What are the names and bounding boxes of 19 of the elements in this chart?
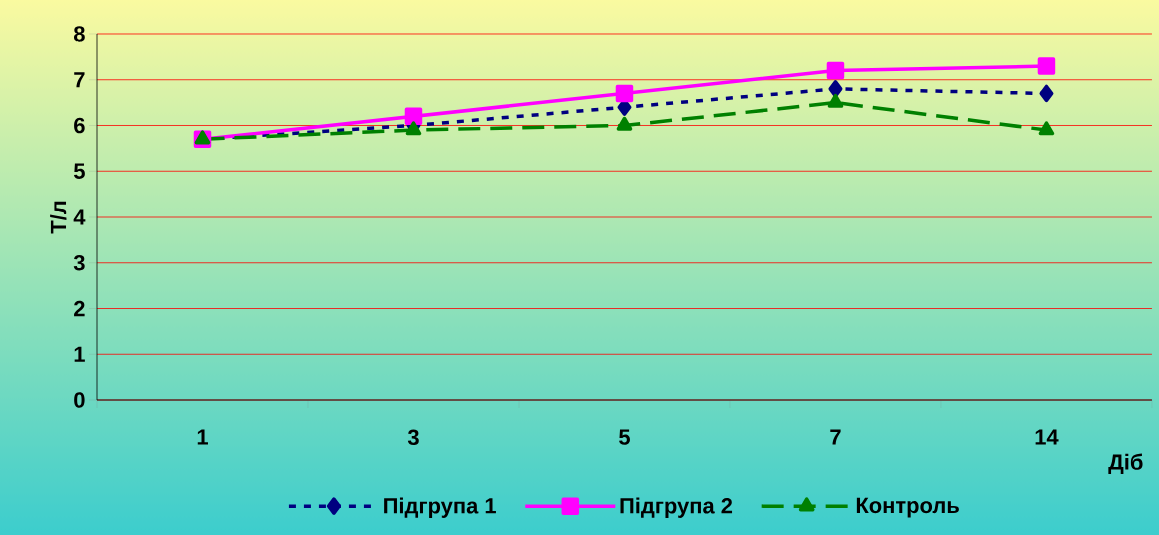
y-tick-label: 5 xyxy=(73,163,85,179)
y-tick-label: 0 xyxy=(74,392,85,408)
y-tick-label: 7 xyxy=(74,72,85,88)
legend-label: Контроль xyxy=(856,497,959,518)
x-tick-label: 1 xyxy=(197,429,208,445)
y-tick-label: 6 xyxy=(74,117,85,134)
x-tick-label: 14 xyxy=(1035,429,1059,445)
x-axis-title: Діб xyxy=(1108,453,1143,474)
y-tick-label: 8 xyxy=(73,26,85,42)
x-tick-label: 5 xyxy=(619,429,630,445)
legend-label: Підгрупа 1 xyxy=(384,497,496,518)
y-tick-label: 2 xyxy=(74,300,85,317)
y-axis-title: Т/л xyxy=(50,201,67,234)
x-tick-label: 7 xyxy=(830,429,841,445)
y-tick-label: 4 xyxy=(73,209,86,225)
legend-label: Підгрупа 2 xyxy=(620,497,733,518)
y-tick-label: 3 xyxy=(73,254,85,271)
x-tick-label: 3 xyxy=(407,429,419,446)
y-tick-label: 1 xyxy=(74,346,85,362)
